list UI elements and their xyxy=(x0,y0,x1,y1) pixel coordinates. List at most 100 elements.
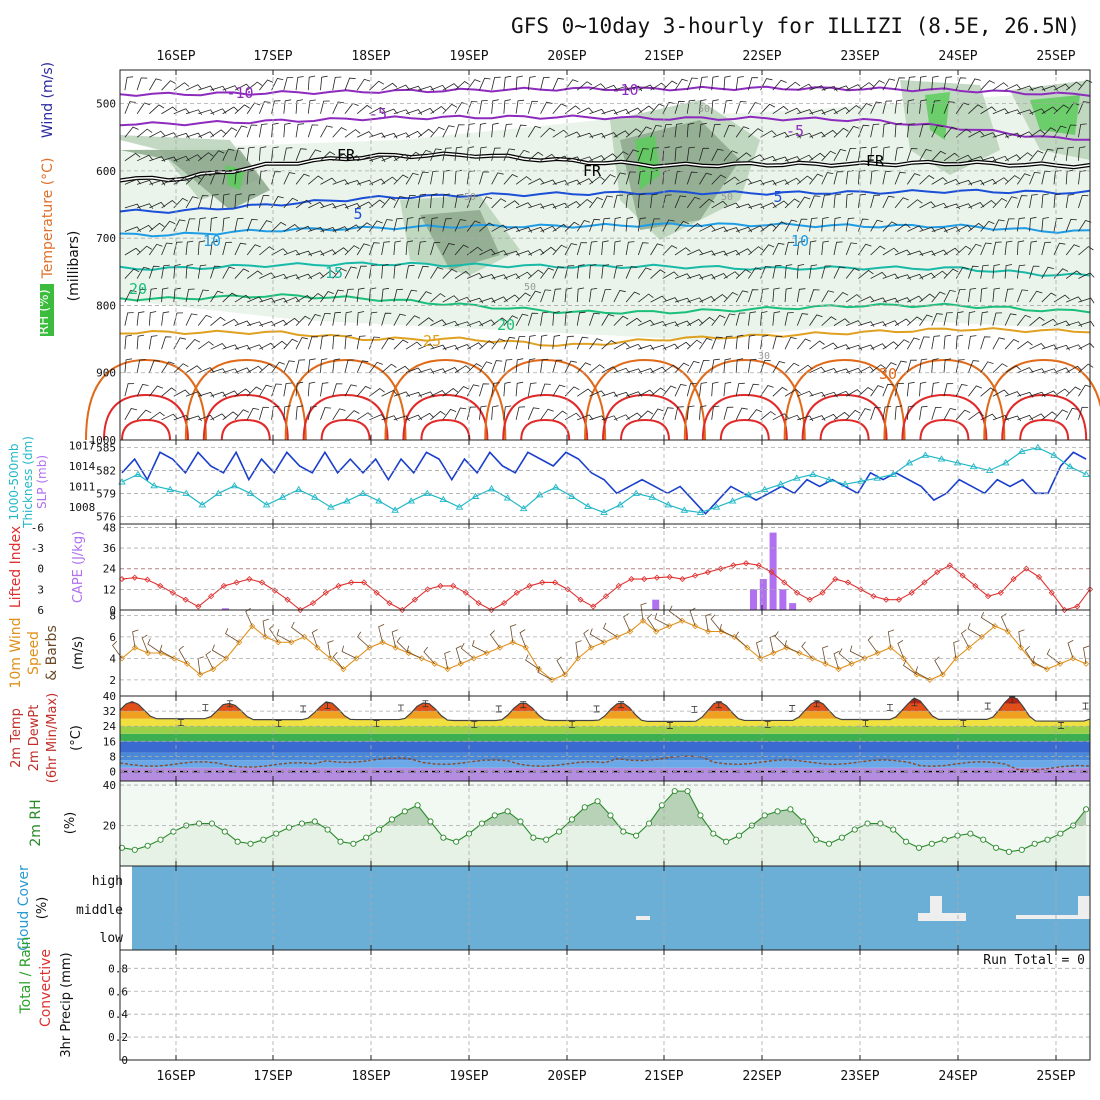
wind-barb xyxy=(747,383,760,397)
wind10m-barb xyxy=(205,650,214,670)
wind-barb xyxy=(699,337,713,350)
panel-frame-temp xyxy=(119,695,1091,782)
wind-barb xyxy=(405,367,423,374)
wind-barb xyxy=(955,102,970,114)
rh-shade-region xyxy=(120,150,270,210)
temp2m-axis-label-3: (6hr Min/Max) xyxy=(45,693,60,783)
wind-barb xyxy=(442,387,459,397)
wind-barb xyxy=(552,155,569,162)
lifted-index-point xyxy=(743,560,750,567)
temp-minmax-marker xyxy=(1009,696,1016,704)
wind-speed-point xyxy=(991,623,998,630)
wind-barb xyxy=(931,75,939,91)
wind-barb xyxy=(417,265,429,279)
wind-barb xyxy=(980,132,997,138)
li-tick-label: -6 xyxy=(31,521,44,534)
wind-barb xyxy=(699,316,715,326)
wind-barb xyxy=(809,264,818,279)
isotherm-line xyxy=(119,222,1091,238)
wind10m-barb xyxy=(132,629,139,648)
x-bottom-date-label: 22SEP xyxy=(742,1069,781,1084)
wind-barb xyxy=(833,266,846,279)
wind-barb xyxy=(527,125,542,138)
wind-barb xyxy=(1004,313,1017,326)
wind-barb xyxy=(858,269,874,279)
wind-barb xyxy=(356,104,373,115)
wind-barb xyxy=(148,265,160,279)
wind-barb xyxy=(295,173,310,185)
rh2m-point xyxy=(864,820,871,827)
wind-barb xyxy=(919,175,935,185)
wind-barb xyxy=(919,201,936,209)
wind-barb xyxy=(1065,169,1074,185)
wind-barb xyxy=(442,169,450,185)
wind-barb xyxy=(479,383,490,397)
wind-barb xyxy=(136,224,153,232)
wind-barb xyxy=(503,405,512,420)
wind-barb xyxy=(197,289,209,303)
wind-barb xyxy=(662,364,679,374)
y-tick-label: 800 xyxy=(96,299,116,312)
wind-barb xyxy=(992,198,1008,209)
thickness-point xyxy=(391,506,399,513)
wind-barb xyxy=(1053,294,1070,303)
wind-barb xyxy=(845,242,858,256)
wind-speed-point xyxy=(288,639,295,646)
isotherm-label: 20 xyxy=(129,280,147,298)
wind10m-barb xyxy=(784,640,800,654)
wind-barb xyxy=(308,292,324,303)
wind-speed-point xyxy=(1017,644,1025,651)
wind-barb xyxy=(234,242,247,256)
wind-barb xyxy=(356,243,370,256)
wind-barb xyxy=(479,196,493,209)
wind-barb xyxy=(369,199,385,209)
thickness-point xyxy=(889,470,898,477)
lifted-index-point xyxy=(730,562,737,569)
rh2m-point xyxy=(234,838,241,845)
wind-barb xyxy=(638,267,652,279)
rh2m-point xyxy=(118,844,126,851)
wind-barb xyxy=(735,358,744,373)
wind-barb xyxy=(711,75,719,91)
wind-barb xyxy=(454,407,467,420)
wind-speed-point xyxy=(236,639,243,646)
wind-barb xyxy=(711,336,723,350)
wind-barb xyxy=(601,240,609,256)
wind-speed-point xyxy=(757,655,764,662)
wind-barb xyxy=(515,149,530,162)
lifted-index-point xyxy=(653,574,660,581)
wind-barb xyxy=(1065,81,1082,91)
wind-barb xyxy=(234,388,251,397)
wind-barb xyxy=(308,272,325,279)
wind-barb xyxy=(674,123,683,138)
wind-barb xyxy=(906,337,920,350)
wind10m-barb xyxy=(623,613,631,632)
wind-speed-point xyxy=(705,628,712,635)
wind-barb xyxy=(527,76,536,91)
wind-barb xyxy=(222,106,239,115)
wind-barb xyxy=(919,381,927,397)
wind-barb xyxy=(295,405,304,420)
wind-barb xyxy=(674,273,692,279)
wind10m-barb xyxy=(245,607,253,627)
wind-barb xyxy=(1065,386,1081,397)
thickness-tick-label: 585 xyxy=(96,442,116,455)
rh2m-units-label: (%) xyxy=(63,812,78,835)
isotherm-label: -10 xyxy=(611,81,638,99)
wind-barb xyxy=(809,366,826,374)
panel-frame-slp xyxy=(119,439,1091,525)
temp-minmax-marker xyxy=(202,704,209,711)
wind-speed-point xyxy=(600,639,608,646)
wind10m-barb xyxy=(556,656,566,675)
wind-barb xyxy=(418,107,435,115)
thickness-point xyxy=(166,485,174,493)
wind-barb xyxy=(491,317,508,326)
wind-barb xyxy=(173,287,181,303)
wind-barb xyxy=(1004,175,1021,185)
rh2m-point xyxy=(838,834,845,841)
wind-barb xyxy=(943,178,961,185)
wind-barb xyxy=(748,128,764,138)
lifted-index-point xyxy=(195,603,202,610)
wind-barb xyxy=(430,105,447,115)
wind-barb xyxy=(711,381,719,397)
